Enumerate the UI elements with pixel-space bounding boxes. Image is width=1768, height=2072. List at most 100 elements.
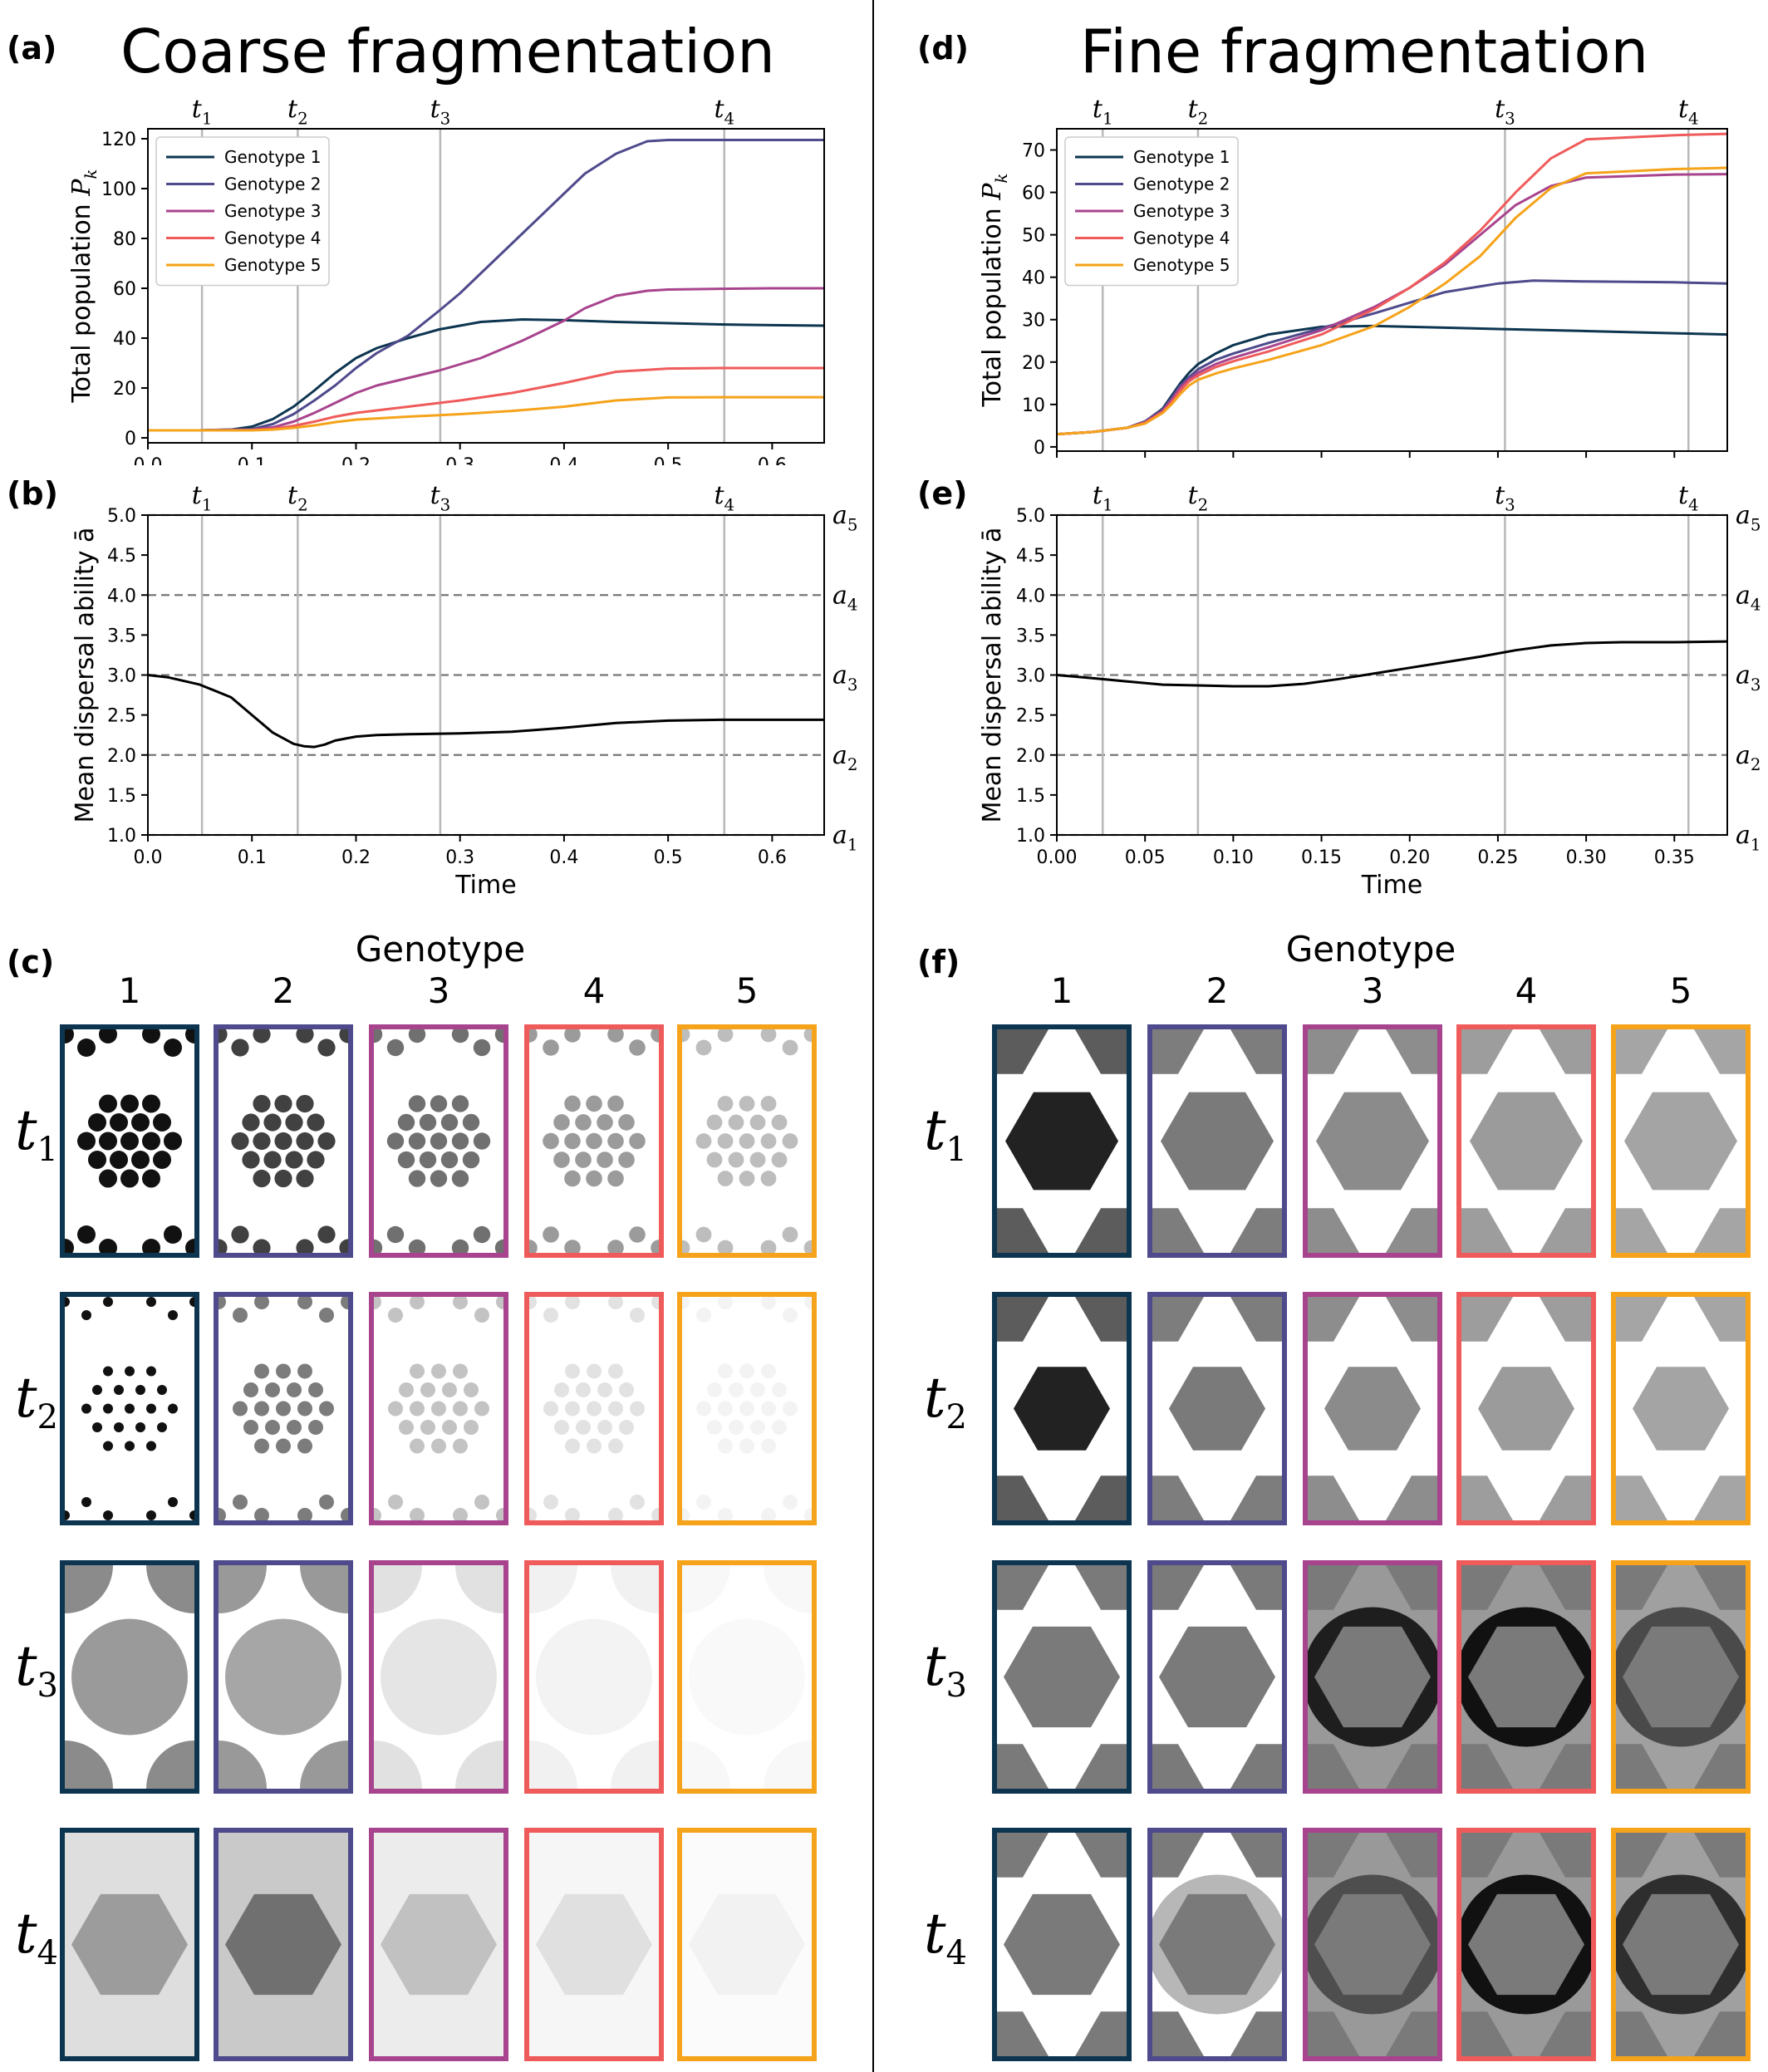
pattern-dot: [374, 1239, 383, 1253]
pattern-hex: [1386, 1833, 1437, 1878]
pattern-blob: [455, 1741, 503, 1789]
pattern-dot: [254, 1363, 269, 1379]
x-tick-label: 0.2: [341, 847, 371, 868]
pattern-dot: [587, 1438, 602, 1454]
pattern-blob: [764, 1741, 812, 1789]
pattern-blob: [65, 1741, 113, 1789]
pattern-hex: [1540, 1297, 1591, 1342]
pattern-dot: [103, 1366, 113, 1377]
pattern-dot: [597, 1420, 612, 1436]
pattern-dot: [630, 1308, 645, 1323]
pattern-dot: [65, 1297, 70, 1307]
snapshot-pattern: [1308, 1029, 1437, 1253]
pattern-dot: [629, 1132, 646, 1150]
pattern-hex: [1308, 1744, 1359, 1789]
pattern-hex: [1159, 1893, 1275, 1996]
pattern-dot: [399, 1420, 414, 1436]
pattern-dot: [125, 1366, 135, 1377]
snapshot-pattern: [529, 1833, 659, 2056]
pattern-bg: [529, 1833, 659, 2056]
pattern-hex: [1386, 1565, 1437, 1610]
series-line-3: [148, 287, 824, 432]
legend-box: [1064, 136, 1239, 287]
pattern-dot: [297, 1508, 312, 1520]
snapshot-tile-t4-genotype-2: [1147, 1828, 1287, 2061]
y-axis-label: Mean dispersal ability ā: [978, 528, 1007, 823]
pattern-dot: [543, 1401, 558, 1417]
pattern-dot: [564, 1132, 581, 1150]
snapshot-tile-t4-genotype-5: [677, 1828, 817, 2061]
series-line-1: [1056, 640, 1728, 688]
vline-label-t2: t2: [287, 95, 308, 128]
pattern-blob: [529, 1741, 577, 1789]
pattern-dot: [749, 1114, 766, 1131]
pattern-dot: [607, 1170, 624, 1187]
pattern-dot: [146, 1510, 156, 1520]
legend-entry-3: Genotype 3: [1133, 201, 1230, 221]
pattern-hex: [1316, 1092, 1429, 1191]
pattern-hex: [1152, 1029, 1204, 1074]
pattern-dot: [451, 1239, 469, 1253]
pattern-hex: [1623, 1626, 1739, 1728]
pattern-dot: [608, 1438, 623, 1454]
pattern-dot: [608, 1297, 623, 1309]
x-tick-label: 0.10: [1213, 847, 1254, 868]
pattern-dot: [317, 1132, 336, 1151]
pattern-dot: [453, 1401, 468, 1417]
pattern-hex: [1075, 1475, 1127, 1520]
pattern-dot: [397, 1113, 415, 1132]
snapshot-pattern: [1461, 1833, 1591, 2056]
pattern-dot: [233, 1401, 248, 1417]
vline-label-t1: t1: [1093, 95, 1113, 128]
vline-label-t3: t3: [1495, 486, 1515, 514]
snapshot-tile-t4-genotype-3: [369, 1828, 508, 2061]
pattern-dot: [253, 1239, 271, 1253]
pattern-dot: [651, 1297, 659, 1309]
x-tick-label: 0.15: [1301, 464, 1342, 465]
pattern-dot: [287, 1382, 302, 1397]
pattern-dot: [296, 1094, 314, 1113]
pattern-dot: [474, 1401, 489, 1417]
y-tick-label: 60: [113, 279, 136, 300]
hline-label-a1: a1: [832, 821, 857, 854]
pattern-hex: [1308, 1833, 1359, 1878]
snapshot-tile-t3-genotype-5: [1611, 1560, 1751, 1794]
x-tick-label: 0.0: [134, 455, 163, 465]
pattern-blob: [529, 1565, 577, 1613]
pattern-dot: [707, 1382, 722, 1397]
pattern-blob: [374, 1741, 422, 1789]
pattern-dot: [296, 1239, 314, 1253]
pattern-dot: [77, 1038, 96, 1057]
pattern-dot: [543, 1495, 558, 1510]
chart-total-population-fine: t1 t2 t3 t4 0.00 0.05 0.10 0.15 0.20 0.25 0.30 0.35…: [978, 95, 1728, 465]
pattern-dot: [718, 1363, 733, 1379]
pattern-hex: [997, 1297, 1049, 1342]
pattern-dot: [81, 1310, 91, 1320]
pattern-hex: [1616, 1208, 1667, 1253]
legend-entry-5: Genotype 5: [1133, 255, 1230, 275]
pattern-hex: [1540, 1475, 1591, 1520]
snapshot-pattern: [1616, 1029, 1746, 1253]
pattern-dot: [242, 1151, 260, 1169]
pattern-dot: [254, 1297, 269, 1309]
pattern-dot: [374, 1029, 383, 1043]
pattern-dot: [307, 1113, 325, 1132]
pattern-dot: [99, 1094, 117, 1113]
snapshot-pattern: [682, 1029, 812, 1253]
pattern-blob: [611, 1741, 659, 1789]
pattern-blob: [764, 1565, 812, 1613]
pattern-dot: [682, 1297, 690, 1309]
snapshot-pattern: [682, 1297, 812, 1520]
pattern-hex: [1616, 1297, 1667, 1342]
y-tick-label: 50: [1022, 226, 1045, 247]
pattern-dot: [771, 1151, 788, 1168]
pattern-dot: [761, 1363, 776, 1379]
y-tick-label: 0: [125, 429, 136, 449]
pattern-dot: [739, 1133, 755, 1149]
hline-label-a4: a4: [832, 581, 857, 614]
pattern-dot: [474, 1308, 489, 1323]
pattern-hex: [1230, 1565, 1282, 1610]
pattern-hex: [1230, 1744, 1282, 1789]
snapshot-tile-t1-genotype-5: [1611, 1024, 1751, 1258]
pattern-dot: [739, 1438, 754, 1454]
